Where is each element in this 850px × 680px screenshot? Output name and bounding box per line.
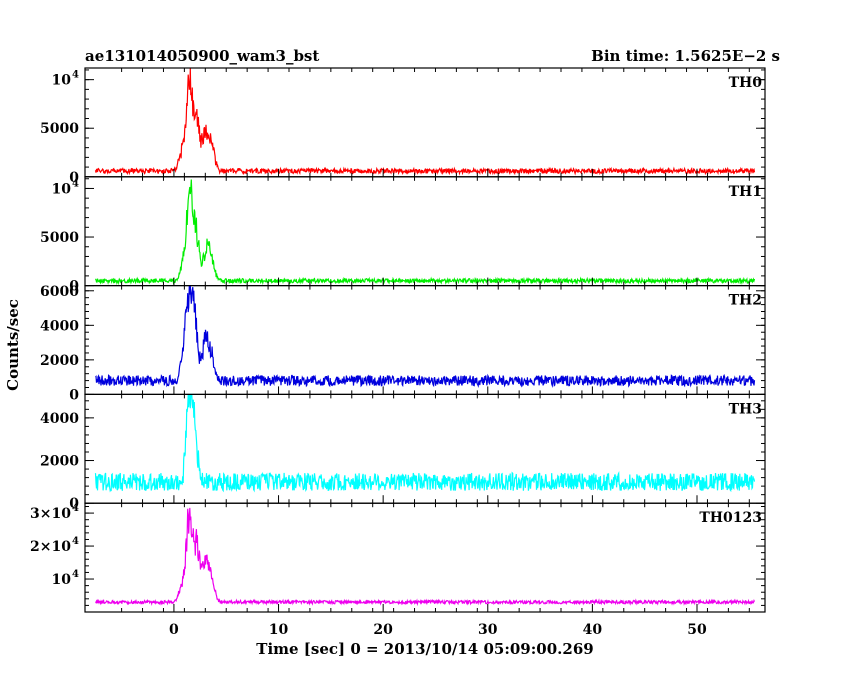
y-tick-label: 5000 <box>40 121 79 137</box>
y-tick-label: 4000 <box>40 411 79 427</box>
y-tick-label: 5000 <box>40 230 79 246</box>
y-tick-label: 6000 <box>40 284 79 300</box>
y-tick-exponent: 4 <box>72 536 79 547</box>
x-tick-label: 30 <box>478 622 498 638</box>
y-tick-label: 2000 <box>40 353 79 369</box>
x-tick-label: 50 <box>687 622 707 638</box>
x-tick-label: 10 <box>269 622 289 638</box>
y-tick-label: 4000 <box>40 318 79 334</box>
y-tick-label: 0 <box>69 279 79 295</box>
panel-frame-th0 <box>84 67 766 178</box>
x-axis-label: Time [sec] 0 = 2013/10/14 05:09:00.269 <box>256 640 593 658</box>
panel-label-th0123: TH0123 <box>699 510 762 526</box>
y-tick-label: 0 <box>69 170 79 186</box>
series-line-th0123 <box>94 507 756 607</box>
panel-label-th0: TH0 <box>729 75 763 91</box>
panel-label-th1: TH1 <box>729 184 762 200</box>
panel-label-th3: TH3 <box>729 401 762 417</box>
x-tick-label: 0 <box>169 622 179 638</box>
y-tick-label: 10 <box>52 572 72 588</box>
bin-time-label: Bin time: 1.5625E−2 s <box>591 47 780 65</box>
y-tick-label: 3×10 <box>30 506 71 522</box>
chart-title: ae131014050900_wam3_bst <box>85 47 319 65</box>
y-tick-label: 10 <box>52 73 72 89</box>
x-tick-label: 40 <box>583 622 603 638</box>
x-tick-label: 20 <box>373 622 393 638</box>
y-tick-exponent: 4 <box>72 503 79 514</box>
panel-frame-th0123 <box>84 502 766 613</box>
series-line-th0 <box>94 67 756 176</box>
series-line-th3 <box>94 393 756 493</box>
y-tick-label: 2000 <box>40 454 79 470</box>
y-tick-exponent: 4 <box>72 70 79 81</box>
y-tick-label: 0 <box>69 387 79 403</box>
y-tick-label: 10 <box>52 181 72 197</box>
series-line-th2 <box>95 285 756 388</box>
y-tick-exponent: 4 <box>72 569 79 580</box>
y-tick-exponent: 4 <box>72 178 79 189</box>
series-line-th1 <box>94 179 756 286</box>
y-axis-label: Counts/sec <box>4 299 22 391</box>
y-tick-label: 2×10 <box>30 539 71 555</box>
panel-frame-th1 <box>84 176 766 287</box>
y-tick-label: 0 <box>69 496 79 512</box>
panel-label-th2: TH2 <box>729 293 762 309</box>
